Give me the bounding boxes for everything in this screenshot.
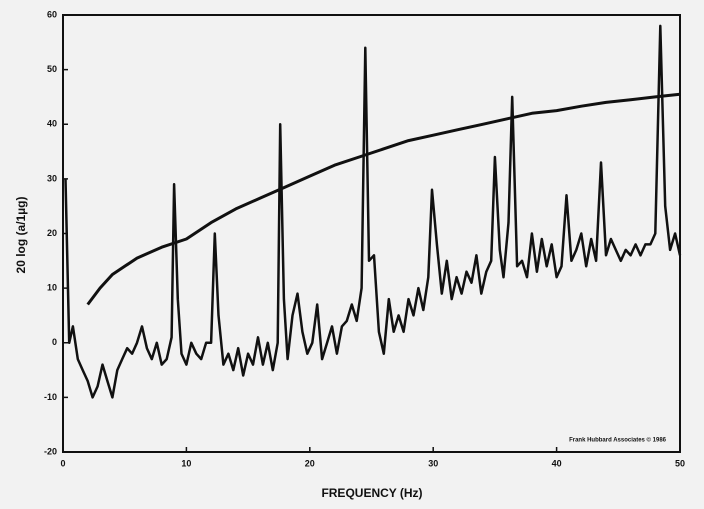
- y-tick-label: -20: [44, 446, 57, 456]
- y-tick-label: -10: [44, 392, 57, 402]
- y-tick-label: 40: [47, 119, 57, 129]
- x-tick-label: 50: [675, 458, 685, 468]
- y-tick-label: 30: [47, 173, 57, 183]
- y-tick-label: 60: [47, 9, 57, 19]
- y-tick-label: 0: [52, 337, 57, 347]
- x-tick-label: 30: [428, 458, 438, 468]
- x-tick-label: 40: [552, 458, 562, 468]
- y-tick-label: 20: [47, 228, 57, 238]
- x-tick-label: 10: [181, 458, 191, 468]
- y-tick-label: 50: [47, 64, 57, 74]
- x-axis-title: FREQUENCY (Hz): [321, 486, 422, 500]
- x-tick-label: 0: [60, 458, 65, 468]
- series-line: [86, 92, 681, 306]
- plot-frame: [62, 14, 681, 453]
- x-tick-label: 20: [305, 458, 315, 468]
- y-axis-title: 20 log (a/1µg): [14, 197, 28, 274]
- y-tick-label: 10: [47, 283, 57, 293]
- annotation: Frank Hubbard Associates © 1986: [569, 437, 667, 444]
- series-line: [64, 24, 682, 399]
